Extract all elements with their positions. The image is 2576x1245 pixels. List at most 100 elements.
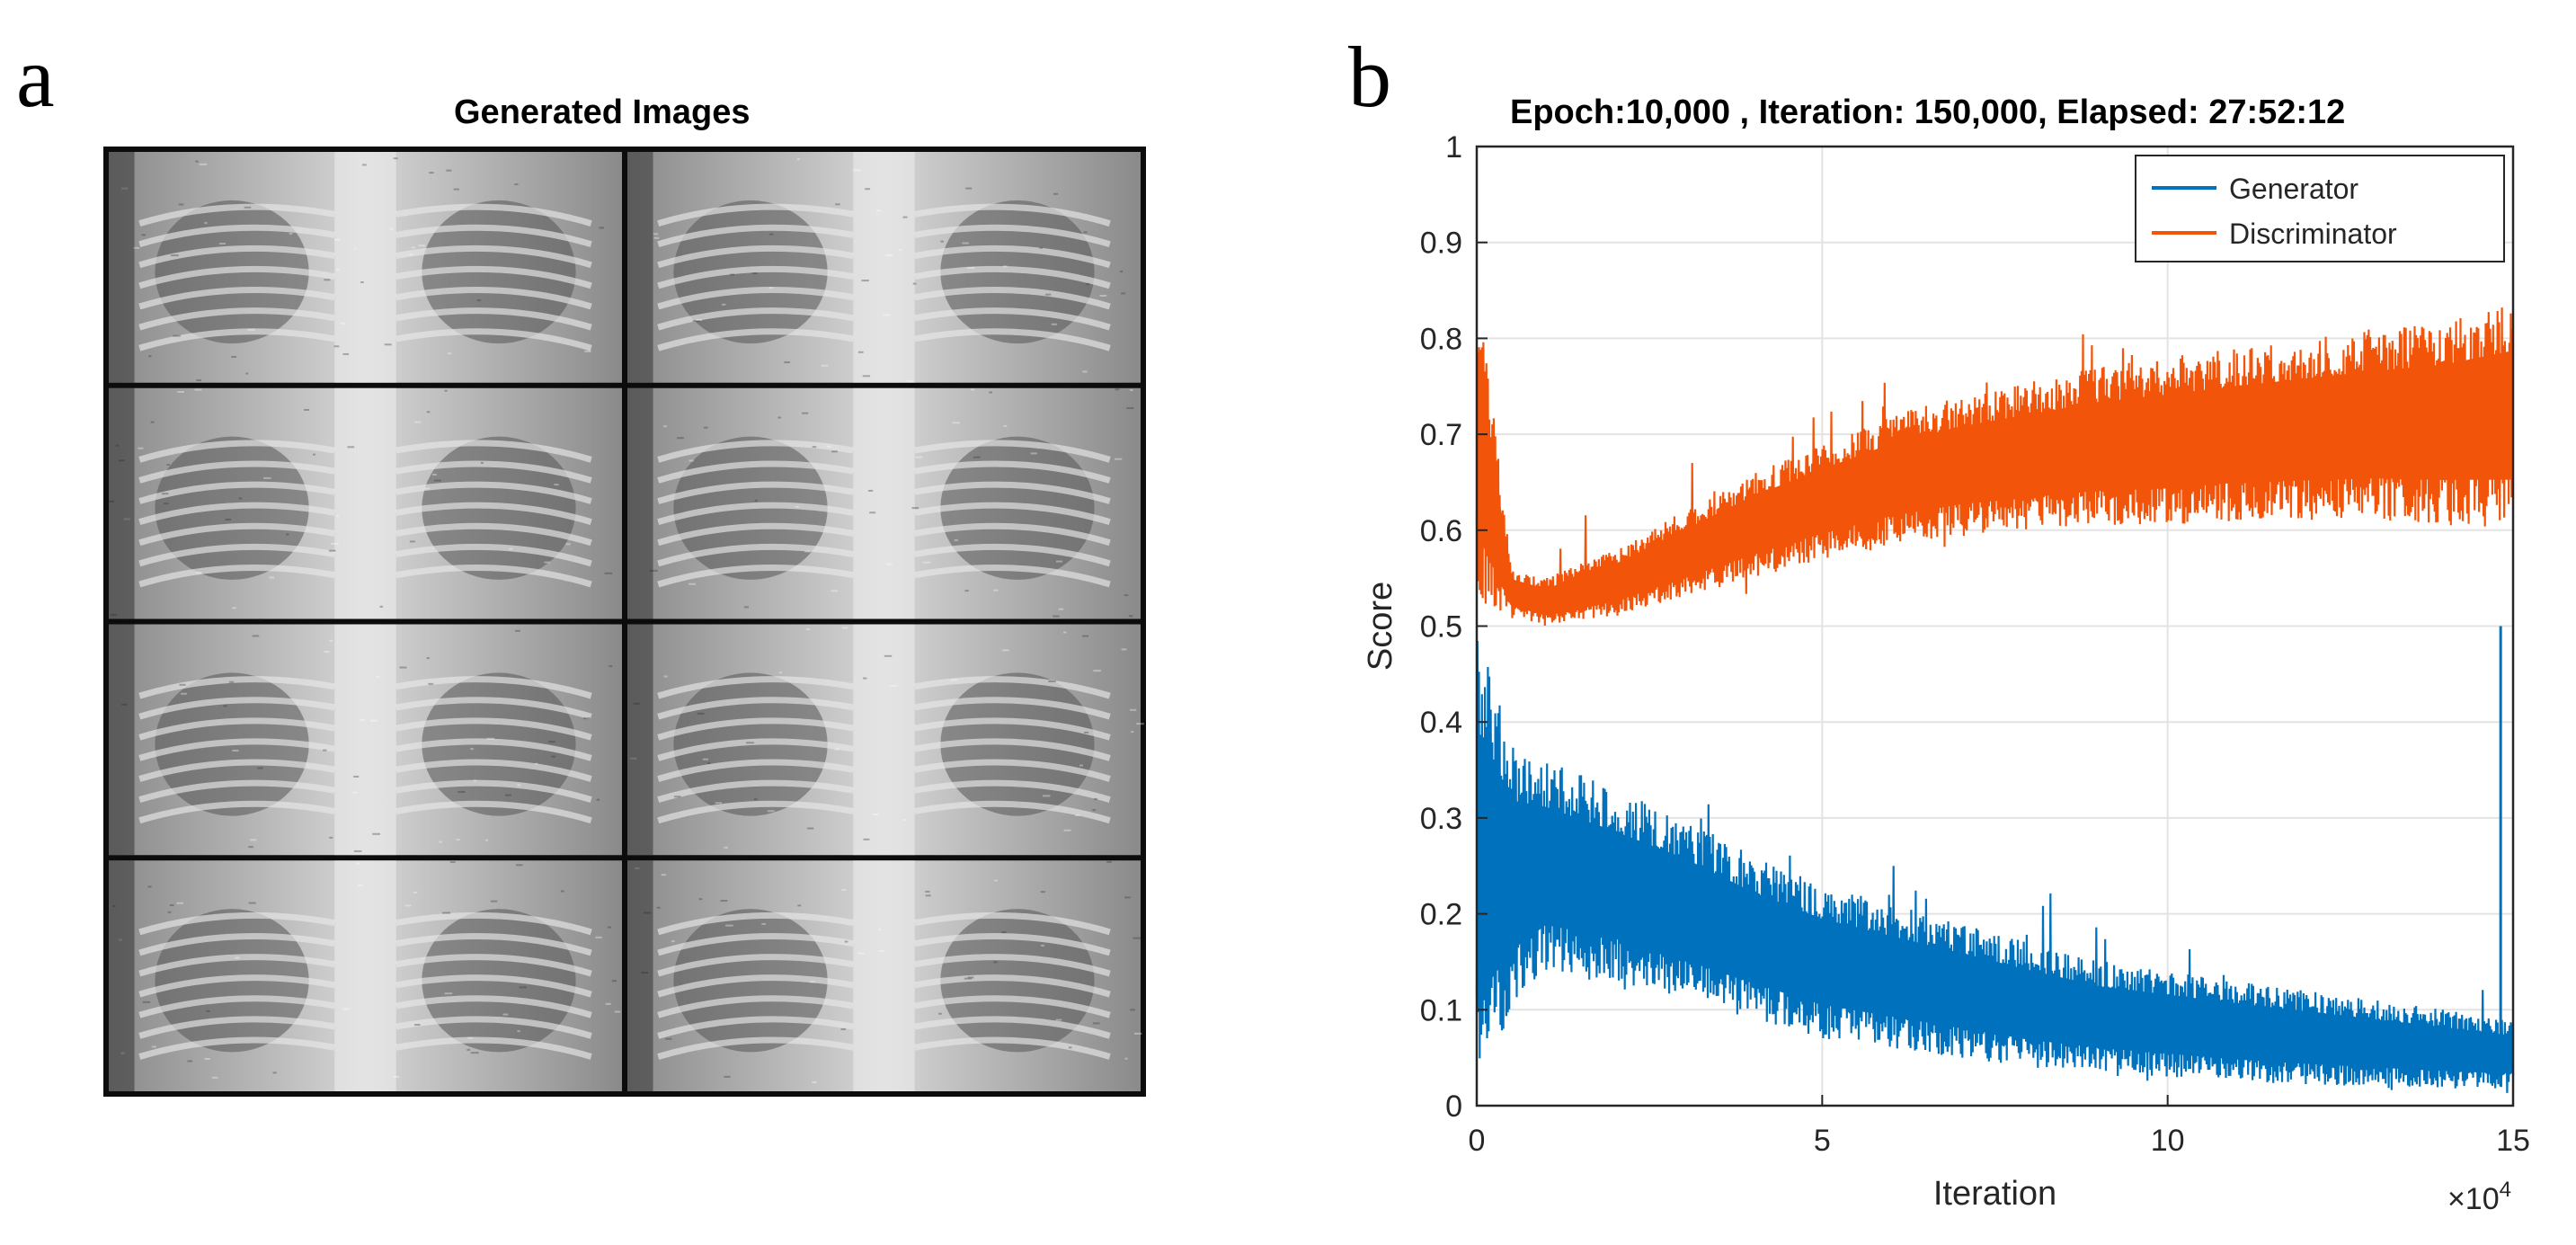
spine: [853, 387, 915, 619]
xray-3: [109, 387, 622, 621]
edge-shadow: [109, 387, 135, 619]
rib: [914, 932, 1111, 956]
edge-shadow: [627, 860, 653, 1091]
x-multiplier-label: ×104: [2447, 1178, 2511, 1216]
rib: [657, 203, 854, 227]
spine: [334, 624, 396, 856]
noise-speck: [442, 912, 451, 914]
rib: [138, 502, 335, 526]
noise-speck: [653, 236, 660, 239]
noise-speck: [883, 314, 890, 316]
rib: [914, 245, 1111, 269]
noise-speck: [1030, 452, 1037, 455]
noise-speck: [1130, 389, 1133, 392]
rib: [395, 800, 592, 824]
rib: [395, 245, 592, 269]
noise-speck: [884, 253, 893, 256]
noise-speck: [164, 502, 169, 505]
x-tick-label: 10: [2151, 1124, 2185, 1158]
noise-speck: [211, 1076, 218, 1079]
rib: [914, 1016, 1111, 1039]
legend-label-generator: Generator: [2229, 173, 2358, 205]
noise-speck: [835, 203, 840, 206]
y-tick-label: 0.4: [1420, 706, 1462, 740]
noise-speck: [993, 589, 999, 591]
rib: [914, 779, 1111, 803]
noise-speck: [456, 839, 460, 841]
noise-speck: [993, 961, 998, 964]
rib: [395, 460, 592, 484]
noise-speck: [476, 299, 481, 302]
noise-speck: [446, 169, 452, 172]
noise-speck: [480, 461, 484, 464]
rib: [395, 307, 592, 331]
noise-speck: [583, 717, 591, 720]
x-axis-label: Iteration: [1933, 1175, 2056, 1213]
panel-a-letter: a: [16, 29, 55, 125]
noise-speck: [821, 364, 829, 367]
noise-speck: [795, 505, 799, 508]
noise-speck: [199, 163, 208, 165]
rib: [138, 1036, 335, 1060]
noise-speck: [1124, 1057, 1128, 1060]
y-tick-label: 0.2: [1420, 898, 1462, 932]
noise-speck: [964, 590, 969, 592]
xray-2: [627, 152, 1141, 383]
rib: [657, 676, 854, 699]
noise-speck: [653, 233, 659, 236]
noise-speck: [173, 334, 181, 337]
noise-speck: [1082, 635, 1089, 637]
noise-speck: [1079, 764, 1083, 767]
rib: [657, 481, 854, 504]
rib: [914, 974, 1111, 998]
noise-speck: [1082, 370, 1088, 373]
noise-speck: [831, 590, 838, 592]
noise-speck: [414, 421, 422, 423]
series-discriminator: [1475, 307, 2515, 627]
noise-speck: [884, 654, 893, 657]
rib: [657, 565, 854, 588]
noise-speck: [393, 157, 398, 160]
noise-speck: [1128, 615, 1133, 618]
noise-speck: [257, 767, 263, 769]
noise-speck: [844, 940, 848, 943]
noise-speck: [147, 885, 152, 888]
noise-speck: [643, 912, 652, 914]
rib: [914, 912, 1111, 936]
rib: [657, 287, 854, 310]
noise-speck: [663, 425, 667, 428]
noise-speck: [1001, 931, 1007, 934]
noise-speck: [196, 572, 202, 574]
noise-speck: [1039, 246, 1043, 249]
noise-speck: [195, 160, 199, 163]
rib: [395, 932, 592, 956]
noise-speck: [812, 1081, 817, 1084]
rib: [395, 974, 592, 998]
edge-shadow: [109, 624, 135, 856]
noise-speck: [857, 952, 866, 955]
x-tick-label: 5: [1814, 1124, 1831, 1158]
noise-speck: [1086, 282, 1090, 285]
noise-speck: [857, 351, 864, 353]
rib: [395, 543, 592, 567]
rib: [657, 738, 854, 761]
rib: [395, 738, 592, 761]
noise-speck: [167, 911, 172, 913]
noise-speck: [1003, 265, 1008, 268]
rib: [395, 676, 592, 699]
noise-speck: [784, 361, 790, 364]
noise-speck: [323, 749, 327, 751]
noise-speck: [353, 849, 362, 852]
noise-speck: [1115, 388, 1120, 391]
noise-speck: [994, 879, 998, 882]
rib: [138, 224, 335, 248]
noise-speck: [509, 547, 513, 550]
noise-speck: [898, 249, 902, 252]
rib: [657, 502, 854, 526]
noise-speck: [330, 542, 339, 545]
noise-speck: [743, 606, 749, 609]
noise-speck: [778, 671, 782, 674]
noise-speck: [634, 867, 640, 869]
noise-speck: [673, 796, 681, 798]
y-tick-label: 1: [1445, 130, 1462, 165]
